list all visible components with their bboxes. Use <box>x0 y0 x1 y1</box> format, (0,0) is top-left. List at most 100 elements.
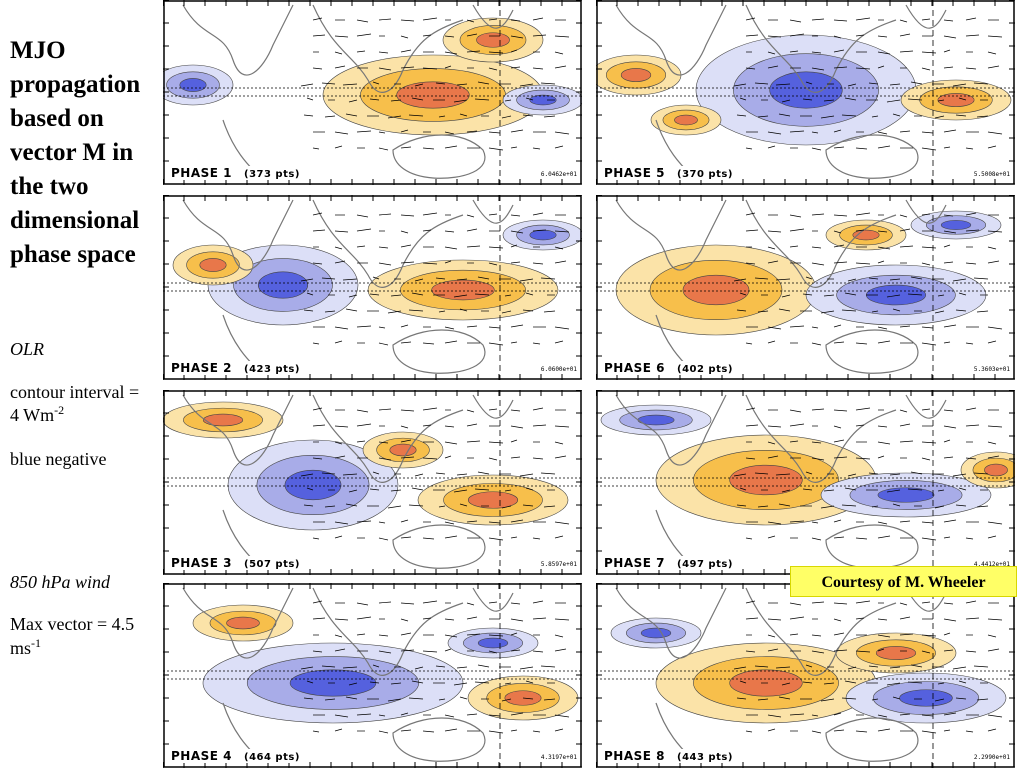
wind-vector <box>303 504 314 507</box>
wind-vector <box>422 424 432 427</box>
wind-vector <box>899 33 911 37</box>
wind-vector <box>767 260 779 264</box>
negative-contour <box>877 487 935 503</box>
phase-8-points: (443 pts) <box>677 752 733 763</box>
wind-vector <box>444 728 458 732</box>
wind-vector <box>532 342 541 345</box>
wind-vector <box>488 634 504 637</box>
wind-vector <box>921 147 937 151</box>
wind-vector <box>543 310 556 313</box>
wind-vector <box>811 601 825 604</box>
wind-vector <box>899 214 908 218</box>
wind-vector <box>378 537 389 541</box>
coastline <box>392 717 486 762</box>
wind-vector <box>488 326 501 329</box>
phase-1-map <box>163 0 582 185</box>
wind-vector <box>303 697 314 700</box>
wind-vector <box>466 409 475 413</box>
wind-vector <box>899 130 911 133</box>
wind-vector <box>767 521 782 525</box>
wind-vector <box>958 680 967 684</box>
wind-vector <box>811 441 822 444</box>
wind-vector <box>334 326 349 330</box>
positive-contour <box>984 463 1008 477</box>
wind-vector <box>833 729 845 732</box>
wind-vector <box>501 698 512 702</box>
wind-vector <box>488 147 504 151</box>
wind-vector <box>943 729 951 732</box>
wind-vector <box>767 648 779 652</box>
wind-vector <box>921 131 934 134</box>
wind-vector <box>342 278 358 281</box>
wind-vector <box>312 34 326 37</box>
wind-vector <box>767 455 779 459</box>
wind-vector <box>754 665 769 668</box>
wind-vector <box>877 728 891 732</box>
olr-label: OLR <box>10 339 45 359</box>
contour-value-exponent: -2 <box>54 403 65 417</box>
phase-4-label: PHASE 4 (464 pts) <box>169 749 302 763</box>
wind-vector <box>811 650 825 654</box>
wind-vector <box>334 521 349 525</box>
wind-vector <box>488 67 498 71</box>
wind-vector <box>422 537 435 540</box>
wind-vector <box>736 504 747 507</box>
wind-vector <box>943 230 957 234</box>
wind-vector <box>745 600 756 604</box>
wind-vector <box>378 714 386 717</box>
wind-vector <box>789 713 805 716</box>
wind-vector <box>965 650 977 653</box>
wind-vector <box>400 425 409 429</box>
wind-vector <box>312 229 326 232</box>
wind-vector <box>987 230 1003 233</box>
wind-vector <box>987 728 997 732</box>
wind-vector <box>312 730 320 733</box>
wind-vector <box>789 33 805 37</box>
wind-vector <box>955 114 967 117</box>
wind-vector <box>369 98 380 101</box>
wind-vector <box>965 457 977 460</box>
wind-vector <box>408 309 424 312</box>
wind-vector <box>767 326 782 330</box>
wind-vector <box>767 246 776 250</box>
wind-vector <box>510 536 518 539</box>
wind-vector <box>378 408 392 411</box>
wind-vector <box>519 83 534 87</box>
wind-vector <box>444 648 452 652</box>
wind-vector <box>414 278 424 282</box>
wind-vector <box>987 714 1003 718</box>
wind-vector <box>378 650 392 654</box>
phase-8-name: PHASE 8 <box>604 749 665 763</box>
wind-vector <box>855 617 865 620</box>
wind-vector <box>372 471 380 475</box>
wind-vector <box>321 82 336 85</box>
positive-contour <box>226 616 260 630</box>
wind-vector <box>943 602 954 605</box>
wind-vector <box>844 97 857 101</box>
wind-vector <box>889 473 901 476</box>
wind-vector <box>952 83 967 87</box>
wind-vector <box>855 600 871 604</box>
max-vector-label: Max vector = 4.5 <box>10 614 135 634</box>
wind-vector <box>789 325 805 328</box>
wind-vector <box>466 602 475 606</box>
wind-vector <box>805 81 813 85</box>
phase-5-scale: 5.5008e+01 <box>973 171 1010 178</box>
wind-vector <box>459 696 468 700</box>
wind-vector <box>778 503 791 507</box>
wind-vector <box>519 473 534 477</box>
wind-vector <box>739 680 747 684</box>
wind-vector <box>745 34 759 37</box>
wind-vector <box>466 440 481 443</box>
wind-vector <box>400 649 415 652</box>
wind-vector <box>390 99 402 102</box>
wind-vector <box>474 681 490 684</box>
wind-vector <box>540 277 556 280</box>
phase-1-label: PHASE 1 (373 pts) <box>169 166 302 180</box>
wind-vector <box>745 650 756 653</box>
phase-8-panel: PHASE 8 (443 pts) 2.2990e+01 <box>596 583 1015 768</box>
wind-vector <box>767 340 776 344</box>
wind-vector <box>444 618 455 621</box>
wind-vector <box>456 666 468 669</box>
wind-vector <box>334 230 349 233</box>
